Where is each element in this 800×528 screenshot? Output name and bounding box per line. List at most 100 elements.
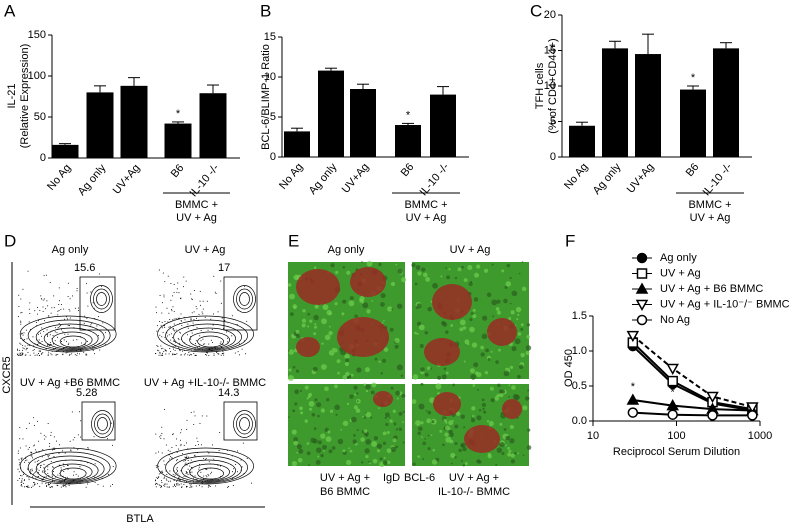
event-dot [184, 342, 186, 344]
event-dot [68, 342, 70, 344]
speckle [376, 443, 383, 449]
event-dot [20, 321, 22, 323]
speckle [326, 309, 332, 316]
speckle [513, 451, 517, 455]
bar [350, 89, 376, 157]
contour [96, 292, 107, 306]
event-dot [194, 454, 196, 456]
event-dot [159, 436, 161, 438]
event-dot [36, 463, 38, 465]
speckle [386, 460, 391, 465]
speckle [495, 463, 498, 466]
legend-label: IgD [383, 472, 400, 484]
speckle [416, 332, 419, 335]
speckle [462, 464, 466, 467]
event-dot [190, 483, 192, 485]
event-dot [207, 486, 209, 488]
speckle [365, 411, 372, 418]
contour [165, 319, 248, 352]
event-dot [24, 339, 25, 341]
event-dot [184, 457, 186, 459]
event-dot [19, 438, 21, 440]
event-dot [219, 432, 221, 434]
speckle [348, 300, 355, 307]
event-dot [41, 470, 43, 472]
event-dot [99, 349, 101, 351]
x-tick-label: B6 [169, 162, 187, 180]
speckle [471, 342, 478, 348]
speckle [469, 326, 475, 333]
event-dot [173, 310, 175, 312]
speckle [494, 396, 500, 401]
speckle [393, 422, 397, 426]
event-dot [183, 460, 185, 462]
event-dot [45, 436, 47, 438]
event-dot [191, 299, 193, 301]
speckle [314, 304, 319, 309]
speckle [334, 384, 338, 389]
speckle [463, 278, 468, 282]
event-dot [158, 269, 160, 271]
event-dot [37, 476, 39, 477]
speckle [487, 357, 491, 361]
speckle [510, 453, 515, 458]
contour [157, 315, 254, 353]
speckle [450, 324, 454, 327]
speckle [328, 325, 331, 328]
event-dot [176, 451, 178, 453]
event-dot [193, 311, 195, 313]
event-dot [178, 292, 180, 294]
event-dot [168, 454, 170, 456]
speckle [371, 300, 374, 302]
event-dot [201, 486, 203, 488]
event-dot [57, 485, 59, 487]
speckle [296, 444, 302, 450]
speckle [526, 334, 530, 339]
speckle [418, 426, 423, 432]
speckle [291, 429, 297, 435]
event-dot [39, 485, 41, 487]
speckle [495, 360, 499, 364]
micrograph [411, 382, 532, 467]
speckle [342, 449, 346, 453]
y-axis-label: (% of CD4+CD44+) [547, 38, 559, 133]
event-dot [208, 475, 210, 477]
event-dot [93, 436, 95, 438]
speckle [373, 436, 378, 441]
event-dot [87, 447, 89, 448]
event-dot [166, 486, 168, 488]
speckle [394, 344, 399, 349]
speckle [293, 437, 299, 442]
event-dot [63, 466, 65, 468]
event-dot [52, 480, 54, 482]
speckle [432, 282, 438, 289]
speckle [333, 348, 338, 353]
event-dot [94, 318, 96, 319]
event-dot [175, 472, 177, 474]
speckle [445, 421, 448, 424]
event-dot [19, 478, 21, 479]
speckle [374, 357, 378, 361]
contour [51, 331, 93, 349]
event-dot [184, 353, 186, 355]
event-dot [156, 478, 158, 479]
event-dot [52, 467, 54, 469]
speckle [422, 272, 428, 278]
series-line [632, 411, 753, 417]
event-dot [32, 336, 34, 338]
speckle [496, 394, 500, 398]
gc-stain [296, 269, 340, 305]
speckle [366, 260, 373, 267]
speckle [386, 448, 392, 454]
speckle [311, 412, 316, 417]
event-dot [19, 447, 21, 449]
speckle [460, 459, 463, 462]
event-dot [174, 474, 176, 476]
event-dot [21, 332, 23, 334]
event-dot [37, 476, 39, 478]
event-dot [165, 338, 167, 340]
series-line [632, 341, 753, 411]
event-dot [210, 318, 212, 320]
event-dot [168, 486, 170, 488]
speckle [328, 350, 335, 356]
